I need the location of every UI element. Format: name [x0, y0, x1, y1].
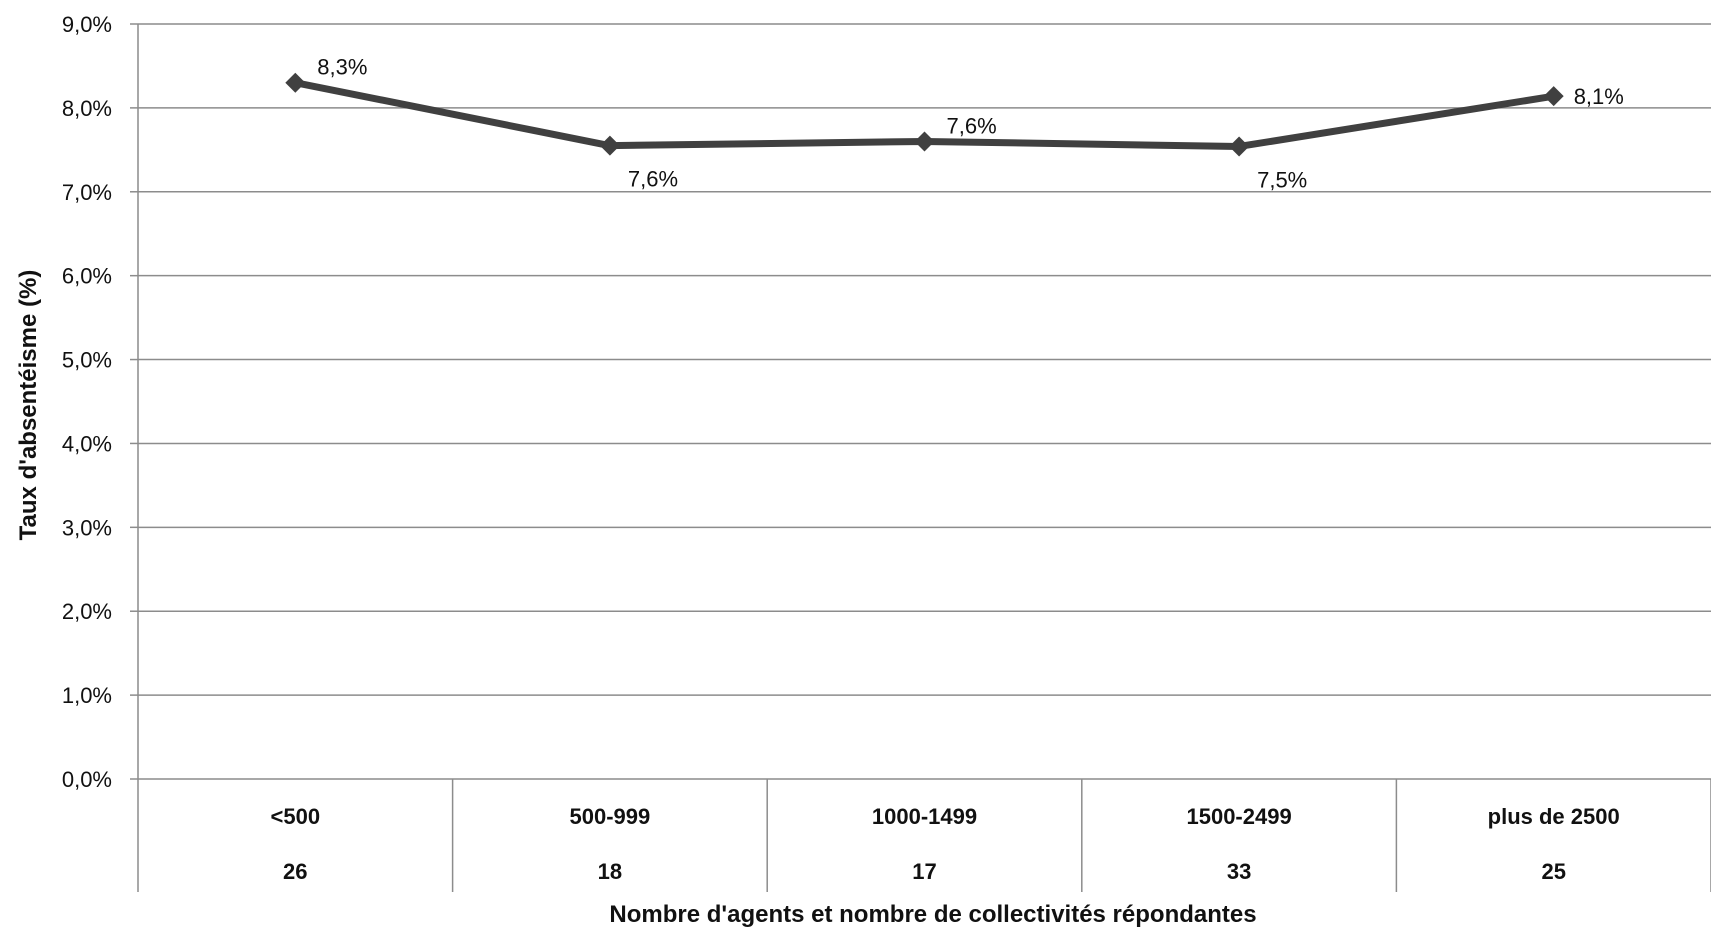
- data-label: 8,1%: [1574, 84, 1624, 109]
- data-label: 7,5%: [1257, 167, 1307, 192]
- x-category-label: <500: [271, 804, 321, 829]
- x-category-count: 17: [912, 859, 936, 884]
- x-category-label: plus de 2500: [1488, 804, 1620, 829]
- x-axis: <500 26 500-999 18 1000-1499 17 1500-2499 33 plu…: [137, 779, 1711, 892]
- x-category-label: 1500-2499: [1186, 804, 1291, 829]
- y-tick-label: 8,0%: [62, 96, 112, 121]
- x-category-count: 26: [283, 859, 307, 884]
- y-tick-label: 9,0%: [62, 12, 112, 37]
- data-label: 8,3%: [317, 55, 367, 80]
- data-point-marker: [599, 135, 620, 156]
- data-label: 7,6%: [947, 113, 997, 138]
- y-tick-label: 0,0%: [62, 767, 112, 792]
- data-labels: 8,3% 7,6% 7,6% 7,5% 8,1%: [317, 55, 1624, 193]
- y-axis-ticks: 0,0% 1,0% 2,0% 3,0% 4,0% 5,0% 6,0% 7,0% 8,0% 9,0%: [62, 12, 139, 792]
- gridlines: [138, 23, 1711, 780]
- data-point-marker: [1543, 86, 1564, 107]
- data-point-marker: [285, 72, 306, 93]
- y-tick-label: 3,0%: [62, 515, 112, 540]
- x-category-label: 1000-1499: [872, 804, 977, 829]
- y-axis-title: Taux d'absentéisme (%): [15, 270, 42, 541]
- x-category-label: 500-999: [570, 804, 651, 829]
- y-tick-label: 5,0%: [62, 348, 112, 373]
- y-tick-label: 4,0%: [62, 431, 112, 456]
- data-label: 7,6%: [628, 167, 678, 192]
- x-category-count: 25: [1541, 859, 1565, 884]
- x-category-count: 33: [1227, 859, 1251, 884]
- x-axis-title: Nombre d'agents et nombre de collectivit…: [609, 901, 1256, 928]
- y-tick-label: 7,0%: [62, 180, 112, 205]
- series-line: [285, 72, 1564, 157]
- data-point-marker: [914, 131, 935, 152]
- x-category-count: 18: [598, 859, 622, 884]
- y-tick-label: 6,0%: [62, 264, 112, 289]
- y-tick-label: 2,0%: [62, 599, 112, 624]
- data-point-marker: [1229, 136, 1250, 157]
- y-tick-label: 1,0%: [62, 683, 112, 708]
